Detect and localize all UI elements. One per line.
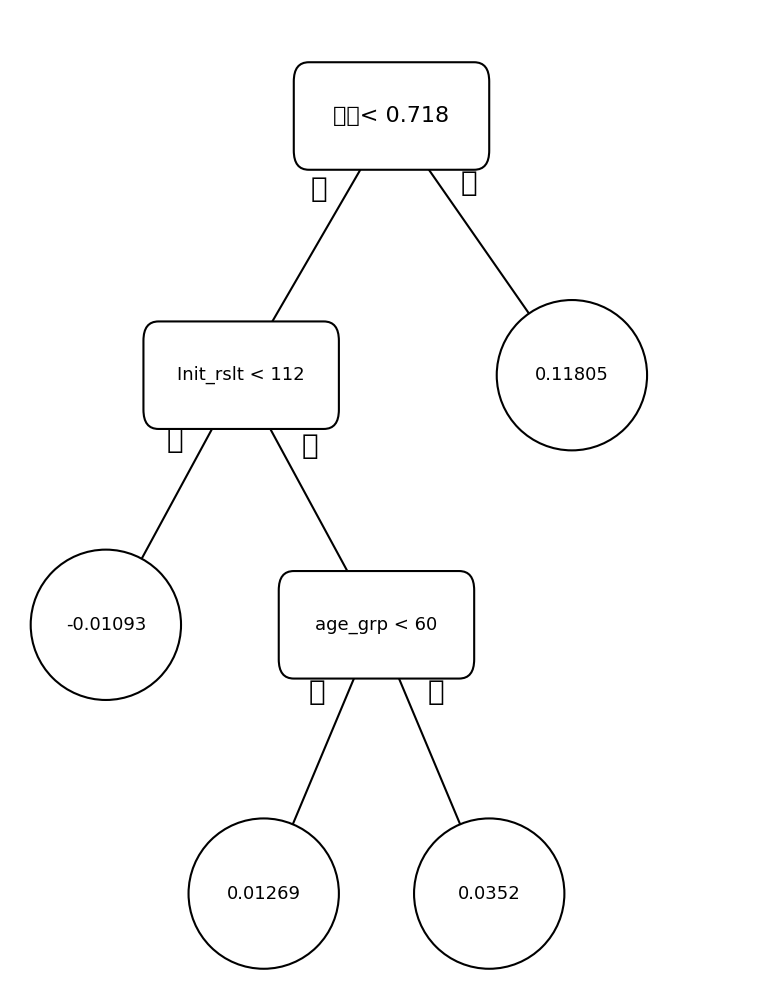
Text: age_grp < 60: age_grp < 60 [316, 616, 438, 634]
Text: 否: 否 [302, 432, 319, 460]
Text: 是: 是 [167, 426, 184, 454]
Ellipse shape [189, 818, 339, 969]
FancyBboxPatch shape [279, 571, 474, 679]
Text: 速率< 0.718: 速率< 0.718 [334, 106, 449, 126]
Ellipse shape [31, 550, 181, 700]
Text: Init_rslt < 112: Init_rslt < 112 [178, 366, 305, 384]
FancyBboxPatch shape [143, 321, 339, 429]
Text: 0.11805: 0.11805 [535, 366, 609, 384]
Ellipse shape [414, 818, 565, 969]
Text: 是: 是 [309, 678, 326, 706]
Text: 0.0352: 0.0352 [458, 885, 521, 903]
FancyBboxPatch shape [294, 62, 489, 170]
Text: 是: 是 [310, 175, 327, 203]
Text: 0.01269: 0.01269 [227, 885, 301, 903]
Text: 否: 否 [428, 678, 444, 706]
Text: 否: 否 [460, 169, 478, 197]
Text: -0.01093: -0.01093 [66, 616, 146, 634]
Ellipse shape [496, 300, 647, 450]
